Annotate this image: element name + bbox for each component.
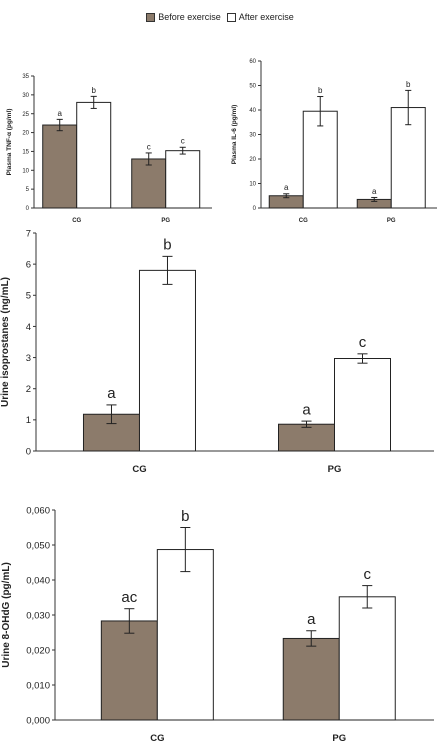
x-tick-label-cg: CG: [132, 464, 146, 475]
ohdg-chart: 0,000 0,010 0,020 0,030 0,040 0,050 0,060 Urine…: [1, 505, 434, 744]
x-tick-label-pg: PG: [332, 733, 346, 744]
y-tick-label: 7: [26, 228, 31, 239]
y-tick-label: 30: [22, 93, 29, 99]
y-tick-label: 0: [253, 206, 257, 212]
y-tick-label: 2: [26, 384, 31, 395]
y-tick-label: 20: [249, 157, 256, 163]
y-tick-label: 0,050: [26, 540, 50, 551]
y-axis-label: Plasma IL-6 (pg/ml): [231, 105, 238, 165]
significance-letter: a: [107, 385, 116, 402]
bar-after-pg: [338, 596, 396, 721]
bar-after-pg: [165, 150, 201, 209]
bar-after-pg: [334, 358, 391, 452]
significance-letter: b: [318, 86, 323, 95]
y-tick-label: 0,000: [26, 715, 50, 726]
isoprostanes-chart: 0 1 2 3 4 5 6 7 Urine isoprostanes (ng/mL) CG a b PG…: [0, 228, 434, 475]
significance-letter: c: [364, 566, 372, 583]
y-tick-label: 10: [249, 182, 256, 188]
legend-swatch-before: [146, 12, 156, 22]
legend-label-after: After exercise: [238, 12, 294, 22]
y-tick-label: 40: [249, 108, 256, 114]
y-tick-label: 35: [22, 74, 29, 80]
x-tick-label-cg: CG: [150, 733, 164, 744]
y-tick-label: 0,020: [26, 645, 50, 656]
y-tick-label: 6: [26, 259, 31, 270]
il6-chart: 0 10 20 30 40 50 60 Plasma IL-6 (pg/ml) CG a b PG a b: [231, 59, 437, 224]
bar-after-cg: [138, 269, 196, 452]
significance-letter: a: [302, 401, 311, 418]
y-tick-label: 0,040: [26, 575, 50, 586]
x-tick-label-pg: PG: [328, 464, 342, 475]
legend-item-before: Before exercise: [146, 12, 221, 22]
bar-after-cg: [156, 549, 214, 721]
significance-letter: a: [284, 183, 289, 192]
x-tick-label-pg: PG: [161, 218, 170, 224]
y-tick-label: 3: [26, 353, 31, 364]
y-tick-label: 1: [26, 415, 31, 426]
y-tick-label: 25: [22, 112, 29, 118]
x-tick-label-pg: PG: [387, 218, 396, 224]
y-axis-label: Urine 8-OHdG (pg/mL): [1, 562, 12, 668]
y-tick-label: 4: [26, 322, 31, 333]
y-tick-label: 5: [26, 291, 31, 302]
bar-before-cg: [100, 620, 158, 721]
y-tick-label: 0: [26, 446, 31, 457]
y-tick-label: 60: [249, 59, 256, 65]
y-tick-label: 10: [22, 168, 29, 174]
bar-after-cg: [302, 110, 338, 209]
significance-letter: a: [372, 187, 377, 196]
y-tick-label: 50: [249, 84, 256, 90]
significance-letter: b: [91, 86, 96, 95]
significance-letter: c: [359, 334, 367, 351]
legend-swatch-after: [226, 12, 236, 22]
bar-after-cg: [76, 101, 112, 209]
y-axis-label: Plasma TNF-α (pg/ml): [6, 109, 13, 176]
bar-before-pg: [278, 423, 335, 452]
bar-before-pg: [282, 637, 340, 721]
significance-letter: c: [181, 137, 185, 146]
y-tick-label: 20: [22, 131, 29, 137]
y-tick-label: 0,010: [26, 680, 50, 691]
y-tick-label: 0: [26, 206, 30, 212]
significance-letter: ac: [121, 589, 137, 606]
significance-letter: c: [147, 142, 151, 151]
x-tick-label-cg: CG: [72, 218, 81, 224]
y-tick-label: 0,030: [26, 610, 50, 621]
legend: Before exercise After exercise: [0, 9, 440, 25]
significance-letter: b: [406, 80, 411, 89]
tnf-alpha-chart: 0 5 10 15 20 25 30 35 Plasma TNF-α (pg/ml) CG a b PG…: [6, 74, 212, 224]
x-tick-label-cg: CG: [299, 218, 308, 224]
y-tick-label: 5: [26, 187, 30, 193]
y-tick-label: 0,060: [26, 505, 50, 516]
significance-letter: a: [307, 611, 316, 628]
legend-item-after: After exercise: [226, 12, 294, 22]
y-tick-label: 30: [249, 133, 256, 139]
significance-letter: b: [163, 237, 171, 254]
significance-letter: b: [181, 508, 189, 525]
bar-before-pg: [131, 158, 167, 209]
bar-before-cg: [42, 124, 78, 209]
significance-letter: a: [57, 109, 62, 118]
y-tick-label: 15: [22, 150, 29, 156]
y-axis-label: Urine isoprostanes (ng/mL): [0, 277, 11, 407]
legend-label-before: Before exercise: [158, 12, 221, 22]
